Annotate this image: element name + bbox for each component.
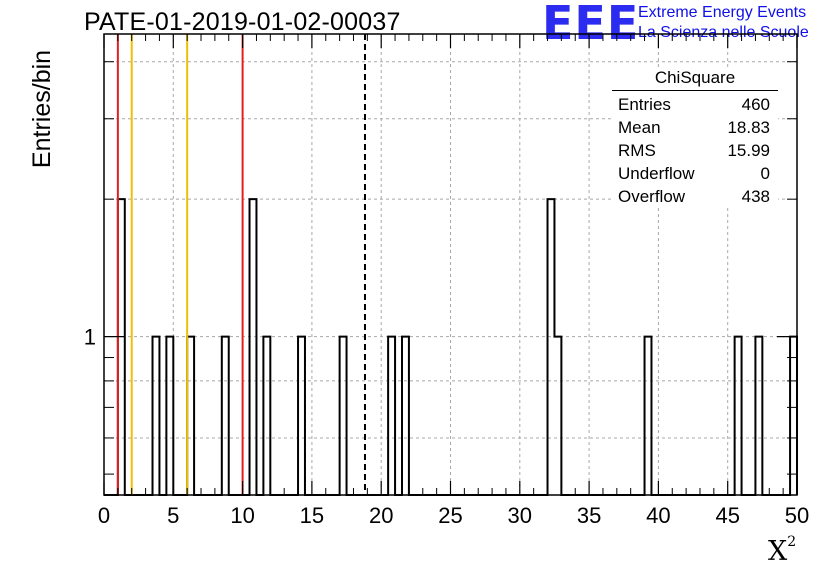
- stats-label: Underflow: [618, 164, 695, 183]
- x-tick-label: 0: [98, 503, 110, 528]
- x-axis-label: X2: [768, 534, 797, 567]
- histogram-bin: [166, 337, 173, 495]
- x-tick-label: 50: [785, 503, 809, 528]
- x-tick-label: 20: [369, 503, 393, 528]
- histogram-bin: [340, 337, 347, 495]
- stats-row: Entries 460: [612, 93, 778, 116]
- logo-line-2: La Scienza nelle Scuole: [638, 24, 809, 41]
- histogram-bin: [250, 199, 257, 495]
- stats-box: ChiSquare Entries 460 Mean 18.83 RMS 15.99 …: [612, 68, 778, 208]
- stats-value: 18.83: [727, 118, 770, 137]
- histogram-bin: [755, 337, 762, 495]
- x-tick-label: 25: [438, 503, 462, 528]
- stats-row: Mean 18.83: [612, 116, 778, 139]
- stats-value: 460: [741, 95, 770, 114]
- stats-row: RMS 15.99: [612, 139, 778, 162]
- chart-title: PATE-01-2019-01-02-00037: [84, 8, 401, 36]
- stats-value: 0: [760, 164, 770, 183]
- stats-row: Overflow 438: [612, 185, 778, 208]
- x-tick-label: 15: [300, 503, 324, 528]
- x-tick-label: 30: [508, 503, 532, 528]
- x-axis-label-base: X: [768, 536, 788, 567]
- x-tick-label: 35: [577, 503, 601, 528]
- histogram-bin: [554, 337, 561, 495]
- histogram-bin: [187, 337, 194, 495]
- x-tick-label: 5: [167, 503, 179, 528]
- histogram-bin: [790, 337, 797, 495]
- histogram-bin: [263, 337, 270, 495]
- logo-line-1: Extreme Energy Events: [638, 4, 807, 21]
- x-tick-label: 40: [646, 503, 670, 528]
- stats-title: ChiSquare: [612, 68, 778, 91]
- histogram-bin: [222, 337, 229, 495]
- x-tick-label: 45: [715, 503, 739, 528]
- histogram-bin: [548, 199, 555, 495]
- x-axis-label-sup: 2: [787, 534, 797, 550]
- histogram-bin: [118, 199, 125, 495]
- histogram-bin: [388, 337, 395, 495]
- stats-label: Mean: [618, 118, 661, 137]
- stats-label: Entries: [618, 95, 671, 114]
- stats-label: Overflow: [618, 187, 686, 206]
- logo-mark: EEE: [542, 0, 640, 50]
- histogram-bin: [402, 337, 409, 495]
- stats-row: Underflow 0: [612, 162, 778, 185]
- histogram-bin: [153, 337, 160, 495]
- stats-label: RMS: [618, 141, 656, 160]
- stats-value: 15.99: [727, 141, 770, 160]
- x-tick-label: 10: [230, 503, 254, 528]
- stats-value: 438: [741, 187, 770, 206]
- histogram-bin: [298, 337, 305, 495]
- y-tick-label: 1: [84, 325, 96, 350]
- histogram-bin: [735, 337, 742, 495]
- histogram-bin: [645, 337, 652, 495]
- eee-logo: EEE Extreme Energy Events La Scienza nel…: [542, 0, 834, 50]
